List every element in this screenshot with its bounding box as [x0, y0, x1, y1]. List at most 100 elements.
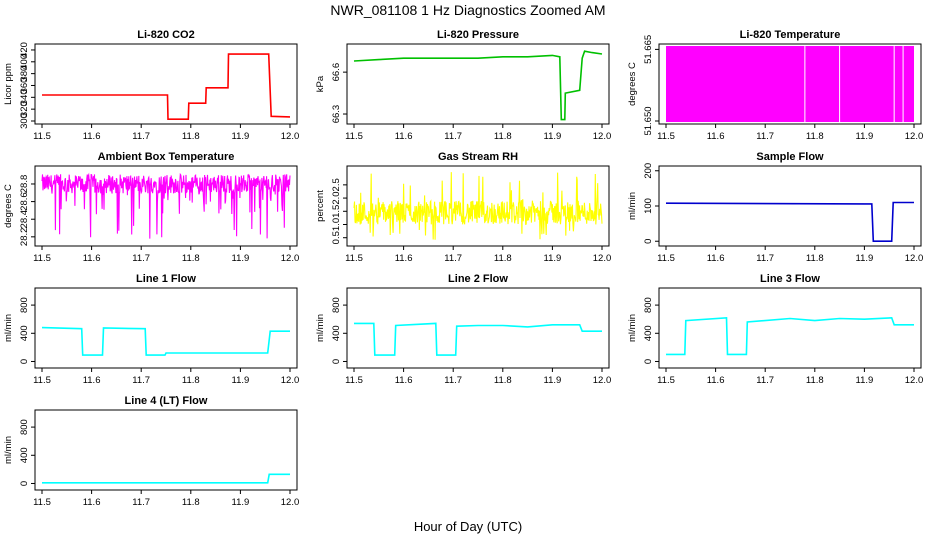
- y-tick-label: 400: [19, 325, 30, 341]
- y-tick-label: 0: [19, 359, 30, 364]
- panel-frame: [346, 287, 610, 369]
- panel-ylabel: Licor ppm: [3, 63, 14, 105]
- x-tick-label: 11.9: [232, 253, 250, 264]
- x-tick-label: 11.7: [756, 253, 774, 264]
- y-tick-label: 1.0: [331, 218, 342, 231]
- x-tick-label: 11.9: [544, 253, 562, 264]
- x-tick-label: 11.8: [806, 253, 824, 264]
- x-tick-label: 12.0: [905, 131, 924, 142]
- x-tick-label: 11.7: [132, 375, 150, 386]
- x-tick-label: 11.9: [232, 131, 250, 142]
- x-tick-label: 11.7: [444, 131, 462, 142]
- x-tick-label: 12.0: [593, 375, 612, 386]
- temperature-fill: [666, 46, 914, 122]
- x-tick-label: 12.0: [281, 497, 300, 508]
- x-tick-label: 11.5: [657, 253, 675, 264]
- panel-frame: [658, 43, 922, 125]
- x-tick-label: 11.6: [83, 131, 101, 142]
- panel-ylabel: degrees C: [3, 184, 14, 228]
- x-tick-label: 11.9: [544, 131, 562, 142]
- figure-xlabel: Hour of Day (UTC): [414, 519, 522, 534]
- panel-frame: [658, 287, 922, 369]
- y-tick-label: 66.6: [331, 63, 342, 82]
- series-line: [353, 172, 603, 240]
- series-line: [354, 322, 602, 356]
- x-tick-label: 11.5: [33, 375, 51, 386]
- x-tick-label: 11.9: [856, 131, 874, 142]
- panel-frame: [658, 165, 922, 247]
- y-tick-label: 0: [19, 481, 30, 486]
- y-tick-label: 800: [19, 419, 30, 435]
- y-tick-label: 1.5: [331, 205, 342, 218]
- panel-title: Li-820 CO2: [137, 29, 194, 41]
- y-tick-label: 100: [643, 198, 654, 214]
- panel-3: Li-820 Temperature degrees C 11.5 11.6 11.7 1…: [627, 29, 923, 142]
- y-tick-label: 0: [643, 239, 654, 244]
- panel-6: Sample Flow ml/min 11.5 11.6 11.7 11.8 11.9 12.…: [627, 151, 923, 264]
- panel-ylabel: degrees C: [627, 62, 638, 106]
- x-tick-label: 11.6: [395, 253, 413, 264]
- panel-ylabel: ml/min: [627, 192, 638, 220]
- panel-frame: [34, 287, 298, 369]
- y-tick-label: 28.2: [19, 228, 30, 247]
- y-tick-label: 28.8: [19, 175, 30, 194]
- figure-title: NWR_081108 1 Hz Diagnostics Zoomed AM: [330, 2, 605, 18]
- x-tick-label: 11.7: [756, 375, 774, 386]
- x-tick-label: 11.5: [345, 253, 363, 264]
- x-tick-label: 11.5: [33, 131, 51, 142]
- x-tick-label: 11.5: [657, 131, 675, 142]
- x-tick-label: 11.5: [657, 375, 675, 386]
- x-tick-label: 11.6: [83, 253, 101, 264]
- panel-2: Li-820 Pressure kPa 11.5 11.6 11.7 11.8 11.9 12…: [315, 29, 611, 142]
- series-line: [42, 53, 291, 120]
- series-line: [353, 50, 603, 121]
- x-tick-label: 11.8: [806, 375, 824, 386]
- panel-grid: Li-820 CO2 Licor ppm 11.5 11.6 11.7 11.8 11.9 1…: [3, 29, 923, 508]
- panel-ylabel: ml/min: [3, 436, 14, 464]
- panel-title: Gas Stream RH: [438, 151, 518, 163]
- y-tick-label: 28.4: [19, 210, 30, 229]
- x-tick-label: 12.0: [281, 131, 300, 142]
- panel-title: Li-820 Temperature: [740, 29, 841, 41]
- x-tick-label: 11.6: [707, 131, 725, 142]
- y-tick-label: 0.5: [331, 231, 342, 244]
- y-tick-label: 400: [19, 447, 30, 463]
- x-tick-label: 12.0: [905, 253, 924, 264]
- panel-ylabel: kPa: [315, 75, 326, 92]
- y-tick-label: 380: [19, 66, 30, 82]
- x-tick-label: 11.8: [494, 131, 512, 142]
- y-tick-label: 400: [19, 54, 30, 70]
- panel-8: Line 2 Flow ml/min 11.5 11.6 11.7 11.8 11.9 12.…: [315, 273, 611, 386]
- panel-ylabel: ml/min: [3, 314, 14, 342]
- x-tick-label: 11.7: [444, 375, 462, 386]
- x-tick-label: 11.7: [132, 131, 150, 142]
- panel-title: Line 4 (LT) Flow: [125, 395, 208, 407]
- x-tick-label: 11.6: [83, 497, 101, 508]
- panel-title: Li-820 Pressure: [437, 29, 519, 41]
- series-line: [41, 172, 291, 239]
- panel-ylabel: ml/min: [627, 314, 638, 342]
- panel-4: Ambient Box Temperature degrees C 11.5 11.6…: [3, 151, 299, 264]
- y-tick-label: 340: [19, 89, 30, 105]
- y-tick-label: 400: [331, 325, 342, 341]
- x-tick-label: 12.0: [281, 253, 300, 264]
- x-tick-label: 11.5: [33, 253, 51, 264]
- panel-9: Line 3 Flow ml/min 11.5 11.6 11.7 11.8 11.9 12.…: [627, 273, 923, 386]
- x-tick-label: 11.6: [395, 131, 413, 142]
- y-tick-label: 200: [643, 163, 654, 179]
- x-tick-label: 11.7: [132, 497, 150, 508]
- panel-title: Ambient Box Temperature: [98, 151, 235, 163]
- panel-frame: [34, 43, 298, 125]
- panel-frame: [346, 165, 610, 247]
- panel-5: Gas Stream RH percent 11.5 11.6 11.7 11.8 11.9…: [315, 151, 611, 264]
- y-tick-label: 400: [643, 325, 654, 341]
- y-tick-label: 800: [331, 297, 342, 313]
- x-tick-label: 11.7: [444, 253, 462, 264]
- y-tick-label: 51.665: [643, 35, 654, 64]
- x-tick-label: 11.9: [856, 253, 874, 264]
- x-tick-label: 12.0: [905, 375, 924, 386]
- x-tick-label: 11.9: [232, 497, 250, 508]
- y-tick-label: 360: [19, 78, 30, 94]
- panel-title: Line 1 Flow: [136, 273, 196, 285]
